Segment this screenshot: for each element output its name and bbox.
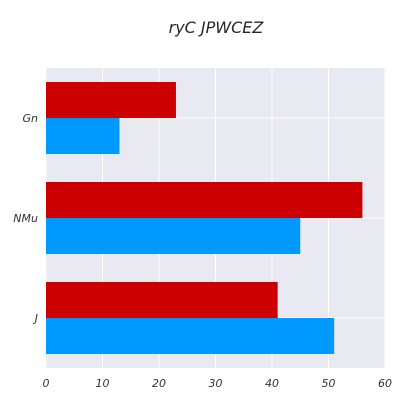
x-tick-label: 0 (43, 377, 50, 390)
x-tick-label: 60 (378, 377, 392, 390)
x-tick-label: 50 (322, 377, 336, 390)
bar-gn-series-2 (46, 118, 120, 154)
x-tick-label: 40 (265, 377, 279, 390)
chart-title: ryC JPWCEZ (169, 18, 265, 37)
bars (46, 82, 363, 354)
y-tick-label: NMu (13, 212, 38, 225)
bar-gn-series-1 (46, 82, 176, 118)
x-tick-label: 20 (152, 377, 166, 390)
x-tick-label: 30 (209, 377, 223, 390)
y-tick-label: Gn (23, 112, 39, 125)
y-tick-labels: Gn NMu J (13, 112, 38, 325)
bar-nmu-series-2 (46, 218, 301, 254)
bar-j-series-2 (46, 318, 335, 354)
x-tick-labels: 0 10 20 30 40 50 60 (43, 377, 393, 390)
bar-j-series-1 (46, 282, 278, 318)
x-tick-label: 10 (96, 377, 110, 390)
bar-nmu-series-1 (46, 182, 363, 218)
y-tick-label: J (33, 312, 38, 325)
